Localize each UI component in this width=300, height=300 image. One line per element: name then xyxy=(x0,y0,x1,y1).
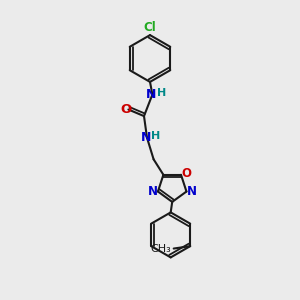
Text: N: N xyxy=(187,185,197,198)
Text: N: N xyxy=(146,88,156,101)
Text: N: N xyxy=(148,185,158,198)
Text: H: H xyxy=(152,131,160,142)
Text: O: O xyxy=(120,103,132,116)
Text: H: H xyxy=(157,88,166,98)
Text: O: O xyxy=(182,167,191,180)
Text: Cl: Cl xyxy=(144,21,156,34)
Text: CH₃: CH₃ xyxy=(151,244,171,254)
Text: N: N xyxy=(141,131,151,144)
